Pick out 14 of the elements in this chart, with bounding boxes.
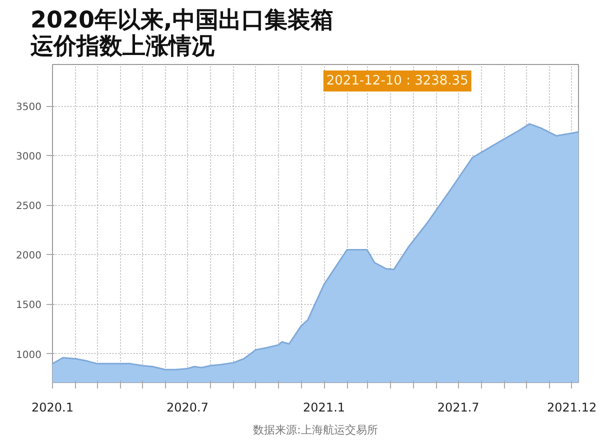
y-tick-label: 3500 — [16, 102, 42, 114]
y-tick-label: 1500 — [16, 300, 42, 312]
annotation: 2021-12-10 : 3238.35 — [326, 74, 468, 89]
y-tick-label: 3000 — [16, 152, 42, 163]
x-tick-label: 2020.1 — [32, 400, 74, 414]
chart-title: 2020年以来,中国出口集装箱运价指数上涨情况 — [30, 8, 334, 60]
x-tick-label: 2020.7 — [166, 400, 209, 414]
x-tick-label: 2021.7 — [437, 400, 480, 414]
x-tick-label: 2021.12 — [547, 400, 597, 414]
y-tick-label: 2500 — [16, 201, 42, 212]
x-tick-label: 2021.1 — [303, 400, 346, 414]
y-tick-label: 1000 — [16, 350, 42, 361]
source-note: 数据来源:上海航运交易所 — [253, 424, 378, 436]
y-tick-label: 2000 — [16, 250, 42, 262]
